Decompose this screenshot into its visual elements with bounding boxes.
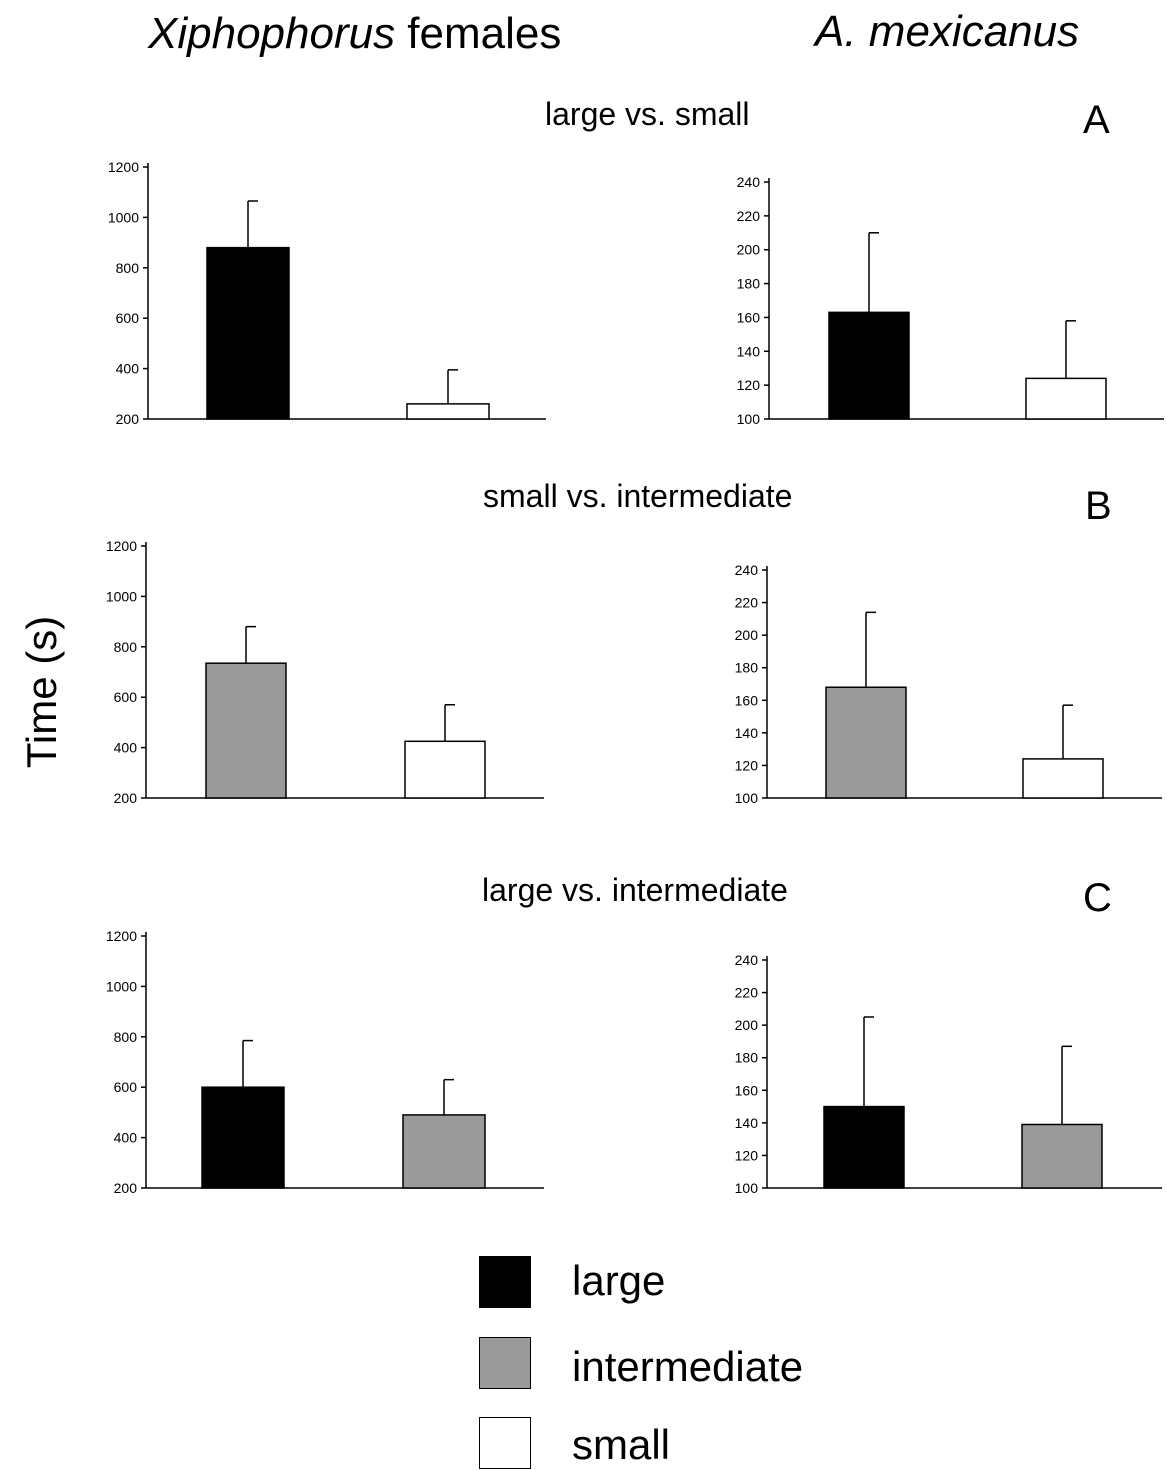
- chart-c-4-ytick-label-1: 400: [114, 1130, 138, 1146]
- chart-b-2-ytick-label-2: 600: [114, 689, 138, 705]
- column-title-left-italic: Xiphophorus: [148, 9, 396, 58]
- chart-b-2-ytick-label-3: 800: [114, 639, 138, 655]
- chart-b-3-bar-small: [1022, 758, 1104, 799]
- chart-b-3-ytick-label-4: 180: [735, 660, 759, 676]
- chart-a-0-ytick-label-1: 400: [116, 361, 140, 377]
- chart-b-2-ytick-label-4: 1000: [106, 588, 137, 604]
- chart-a-1-bar-large: [828, 311, 910, 420]
- panel-letter-a: A: [1083, 98, 1110, 142]
- column-title-right-italic: A. mexicanus: [815, 7, 1080, 56]
- chart-c-4-ytick-label-2: 600: [114, 1079, 138, 1095]
- chart-a-1-ytick-label-6: 220: [737, 208, 761, 224]
- chart-a-0-ytick-label-4: 1000: [108, 209, 139, 225]
- chart-a-0-ytick-label-3: 800: [116, 260, 140, 276]
- chart-c-4-ytick-label-0: 200: [114, 1180, 138, 1196]
- panel-title-c: large vs. intermediate: [482, 872, 788, 908]
- panel-title-a: large vs. small: [545, 96, 750, 132]
- chart-b-2-ytick-label-0: 200: [114, 790, 138, 806]
- column-title-right: A. mexicanus: [815, 10, 1079, 54]
- chart-c-4-bar-large: [201, 1086, 285, 1189]
- chart-c-4-ytick-label-3: 800: [114, 1029, 138, 1045]
- chart-b-2-ytick-label-1: 400: [114, 740, 138, 756]
- chart-b-2-bar-intermediate: [205, 662, 287, 799]
- chart-a-1-bar-small: [1025, 377, 1107, 420]
- chart-a-0-ytick-label-5: 1200: [108, 159, 139, 175]
- chart-a-1-ytick-label-5: 200: [737, 242, 761, 258]
- legend-label-small: small: [572, 1421, 671, 1468]
- chart-a-1-ytick-label-4: 180: [737, 276, 761, 292]
- chart-a-0-ytick-label-0: 200: [116, 411, 140, 427]
- chart-b-3-ytick-label-1: 120: [735, 757, 759, 773]
- chart-b-3-bar-intermediate: [825, 686, 907, 799]
- chart-c-4-ytick-label-4: 1000: [106, 978, 137, 994]
- legend-swatch-small: [479, 1417, 531, 1469]
- column-title-left: Xiphophorus females: [148, 12, 561, 56]
- chart-b-3-ytick-label-0: 100: [735, 790, 759, 806]
- chart-a-0-bar-large: [206, 246, 290, 420]
- legend-swatch-large: [479, 1256, 531, 1308]
- chart-c-4-bar-intermediate: [402, 1114, 486, 1189]
- chart-c-5-ytick-label-0: 100: [735, 1180, 759, 1196]
- chart-b-3-ytick-label-6: 220: [735, 595, 759, 611]
- chart-c-5-bar-intermediate: [1021, 1123, 1103, 1189]
- chart-a-1-ytick-label-0: 100: [737, 411, 761, 427]
- chart-c-5-ytick-label-5: 200: [735, 1017, 759, 1033]
- chart-c-5-ytick-label-1: 120: [735, 1147, 759, 1163]
- chart-a-1-ytick-label-1: 120: [737, 377, 761, 393]
- panel-letter-b: B: [1085, 484, 1112, 528]
- panel-letter-c: C: [1083, 876, 1112, 920]
- chart-a-0-bar-small: [406, 403, 490, 420]
- legend-label-large: large: [572, 1257, 666, 1304]
- legend-label-intermediate: intermediate: [572, 1343, 804, 1390]
- chart-b-2-ytick-label-5: 1200: [106, 538, 137, 554]
- chart-c-5-ytick-label-3: 160: [735, 1082, 759, 1098]
- chart-c-5-ytick-label-2: 140: [735, 1115, 759, 1131]
- chart-c-5-ytick-label-7: 240: [735, 952, 759, 968]
- chart-c-4-ytick-label-5: 1200: [106, 928, 137, 944]
- chart-a-0-ytick-label-2: 600: [116, 310, 140, 326]
- chart-c-5-ytick-label-6: 220: [735, 985, 759, 1001]
- chart-c-5-bar-large: [823, 1105, 905, 1189]
- chart-b-3-ytick-label-7: 240: [735, 562, 759, 578]
- chart-b-3-ytick-label-2: 140: [735, 725, 759, 741]
- chart-b-2-bar-small: [404, 740, 486, 799]
- chart-a-1-ytick-label-7: 240: [737, 174, 761, 190]
- chart-b-3-ytick-label-3: 160: [735, 692, 759, 708]
- chart-a-1-ytick-label-2: 140: [737, 343, 761, 359]
- chart-a-1-ytick-label-3: 160: [737, 309, 761, 325]
- column-title-left-rest: females: [395, 9, 562, 58]
- chart-c-5-ytick-label-4: 180: [735, 1050, 759, 1066]
- legend-swatch-intermediate: [479, 1337, 531, 1389]
- panel-title-b: small vs. intermediate: [483, 478, 793, 514]
- chart-b-3-ytick-label-5: 200: [735, 627, 759, 643]
